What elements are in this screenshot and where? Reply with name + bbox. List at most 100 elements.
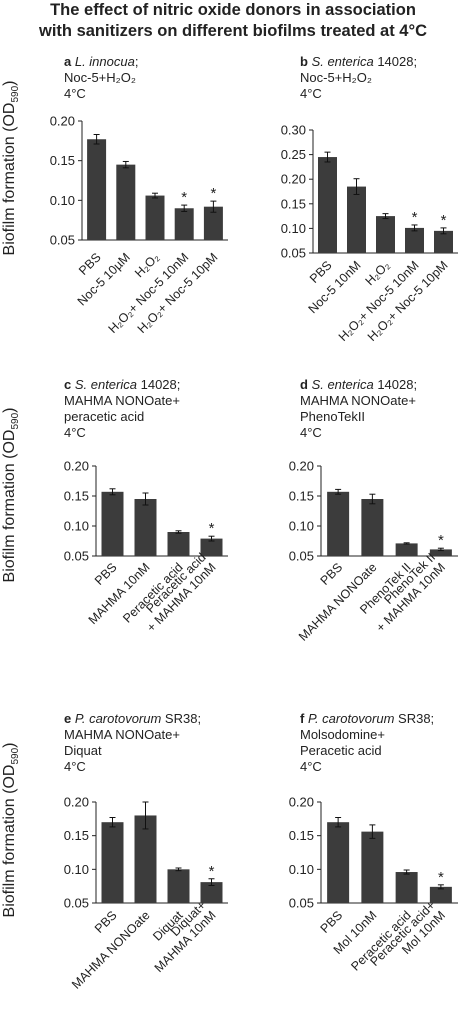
y-tick-label: 0.20 <box>281 172 306 187</box>
organism-name: P. carotovorum <box>308 711 395 726</box>
chart-panel-c: c S. enterica 14028;MAHMA NONOate+perace… <box>64 377 228 635</box>
category-label: PBS <box>318 560 346 588</box>
header-text: 4°C <box>300 759 322 774</box>
bar <box>134 499 157 556</box>
bar <box>145 195 165 240</box>
y-tick-label: 0.10 <box>289 862 314 877</box>
header-text: PhenoTekII <box>300 409 365 424</box>
panel-letter: c <box>64 377 75 392</box>
bar <box>101 491 124 556</box>
chart-panel-e: e P. carotovorum SR38;MAHMA NONOate+Diqu… <box>64 711 228 992</box>
y-tick-label: 0.15 <box>289 489 314 504</box>
category-label-line: PBS <box>318 908 346 936</box>
y-tick-label: 0.05 <box>64 549 89 564</box>
header-text: Diquat <box>64 743 102 758</box>
panel-letter: a <box>64 54 75 69</box>
header-text: ; <box>135 54 139 69</box>
figure-title: The effect of nitric oxide donors in ass… <box>0 0 466 42</box>
panel-letter: b <box>300 54 312 69</box>
panel-f-header-line: f P. carotovorum SR38; <box>300 711 434 726</box>
significance-star: * <box>438 869 444 886</box>
header-text: peracetic acid <box>64 409 144 424</box>
header-text: Noc-5+H₂O₂ <box>300 70 372 85</box>
y-tick-label: 0.10 <box>50 193 75 208</box>
panel-b-header-line: Noc-5+H₂O₂ <box>300 70 372 85</box>
bar <box>434 230 453 253</box>
panel-c-header-line: peracetic acid <box>64 409 144 424</box>
y-tick-label: 0.15 <box>50 153 75 168</box>
header-text: 14028; <box>374 377 417 392</box>
header-text: 4°C <box>300 86 322 101</box>
y-tick-label: 0.20 <box>64 795 89 810</box>
bar <box>395 543 418 556</box>
bar <box>347 186 366 253</box>
panel-d-header-line: d S. enterica 14028; <box>300 377 417 392</box>
header-text: MAHMA NONOate+ <box>64 393 180 408</box>
y-tick-label: 0.20 <box>289 795 314 810</box>
panel-c-header-line: MAHMA NONOate+ <box>64 393 180 408</box>
bar <box>318 157 337 253</box>
bar <box>200 882 223 903</box>
y-tick-label: 0.10 <box>64 862 89 877</box>
y-tick-label: 0.15 <box>64 828 89 843</box>
panel-a-header-line: a L. innocua; <box>64 54 138 69</box>
bar <box>116 164 136 240</box>
significance-star: * <box>210 185 216 202</box>
header-text: 4°C <box>300 425 322 440</box>
panel-e-header-line: 4°C <box>64 759 86 774</box>
y-tick-label: 0.25 <box>281 147 306 162</box>
bar <box>167 869 190 903</box>
y-tick-label: 0.05 <box>281 246 306 261</box>
panel-e-header-line: e P. carotovorum SR38; <box>64 711 201 726</box>
chart-panel-d: d S. enterica 14028;MAHMA NONOate+PhenoT… <box>289 377 458 644</box>
panel-d-header-line: PhenoTekII <box>300 409 365 424</box>
figure-title-line-1: The effect of nitric oxide donors in ass… <box>50 1 416 19</box>
panel-f-header-line: 4°C <box>300 759 322 774</box>
chart-panel-f: f P. carotovorum SR38;Molsodomine+Perace… <box>289 711 458 974</box>
y-tick-label: 0.20 <box>64 459 89 474</box>
bar <box>361 831 384 903</box>
category-label: Noc-5 10µM <box>75 250 133 308</box>
panel-d-header-line: MAHMA NONOate+ <box>300 393 416 408</box>
y-tick-label: 0.15 <box>281 196 306 211</box>
category-label-line: PBS <box>92 560 120 588</box>
header-text: SR38; <box>161 711 201 726</box>
header-text: 14028; <box>374 54 417 69</box>
header-text: 4°C <box>64 86 86 101</box>
panel-c-header-line: 4°C <box>64 425 86 440</box>
bar <box>327 822 350 903</box>
header-text: SR38; <box>394 711 434 726</box>
panel-b-header-line: b S. enterica 14028; <box>300 54 417 69</box>
panel-letter: f <box>300 711 308 726</box>
category-label-line: PBS <box>318 560 346 588</box>
y-tick-label: 0.15 <box>64 489 89 504</box>
header-text: 4°C <box>64 759 86 774</box>
category-label: PBS <box>318 908 346 936</box>
significance-star: * <box>209 863 215 880</box>
significance-star: * <box>438 532 444 549</box>
bar <box>203 206 223 240</box>
y-tick-label: 0.10 <box>281 221 306 236</box>
panel-a-header-line: 4°C <box>64 86 86 101</box>
panel-letter: e <box>64 711 75 726</box>
significance-star: * <box>441 212 447 229</box>
category-label: PBS <box>92 908 120 936</box>
panel-b-header-line: 4°C <box>300 86 322 101</box>
y-tick-label: 0.10 <box>64 519 89 534</box>
y-tick-label: 0.10 <box>289 519 314 534</box>
bar <box>405 227 424 253</box>
category-label-line: Noc-5 10nM <box>306 258 364 316</box>
panel-e-header-line: MAHMA NONOate+ <box>64 727 180 742</box>
organism-name: P. carotovorum <box>75 711 162 726</box>
bar <box>361 499 384 556</box>
category-label-line: PBS <box>92 908 120 936</box>
bar <box>134 815 157 903</box>
category-label: Noc-5 10nM <box>306 258 364 316</box>
header-text: Peracetic acid <box>300 743 382 758</box>
panel-f-header-line: Peracetic acid <box>300 743 382 758</box>
bar <box>376 216 395 253</box>
y-tick-label: 0.30 <box>281 123 306 138</box>
panel-letter: d <box>300 377 312 392</box>
bar <box>101 822 124 903</box>
